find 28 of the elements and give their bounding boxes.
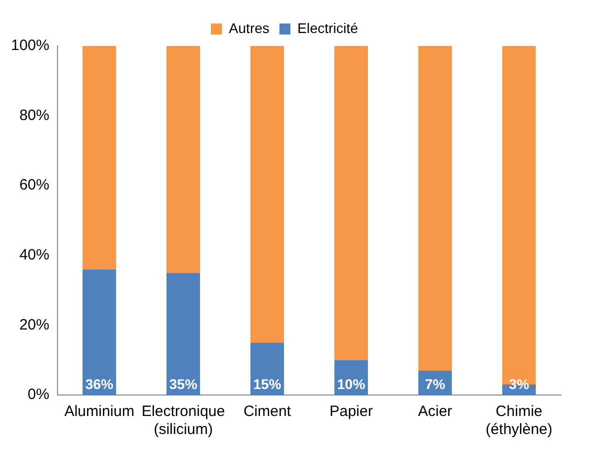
- bar: [166, 46, 200, 273]
- data-label: 10%: [337, 376, 366, 392]
- data-label: 15%: [253, 376, 282, 392]
- bar: [250, 46, 284, 343]
- legend-label: Electricité: [297, 20, 358, 36]
- y-tick-label: 20%: [19, 316, 50, 334]
- data-label: 3%: [508, 376, 530, 392]
- x-tick-label: Aluminium: [64, 403, 134, 420]
- data-label: 7%: [424, 376, 446, 392]
- x-tick-label: Papier: [329, 403, 373, 420]
- y-tick-label: 100%: [10, 37, 50, 54]
- y-tick-label: 80%: [19, 106, 50, 124]
- bar: [334, 46, 368, 360]
- data-label: 35%: [169, 376, 198, 392]
- y-tick-label: 0%: [28, 386, 50, 404]
- bar: [166, 272, 200, 395]
- bar: [418, 46, 452, 371]
- y-tick-label: 40%: [19, 246, 50, 264]
- legend-label: Autres: [228, 20, 270, 36]
- bar: [82, 269, 116, 395]
- bar: [82, 46, 116, 270]
- x-tick-label: Ciment: [243, 403, 292, 420]
- x-tick-label: Chimie (éthylène): [486, 403, 552, 438]
- x-tick-label: Acier: [418, 403, 452, 420]
- x-tick-label: Electronique (silicium): [142, 403, 225, 438]
- bar: [250, 342, 284, 395]
- y-tick-label: 60%: [19, 176, 50, 194]
- data-label: 36%: [85, 376, 114, 392]
